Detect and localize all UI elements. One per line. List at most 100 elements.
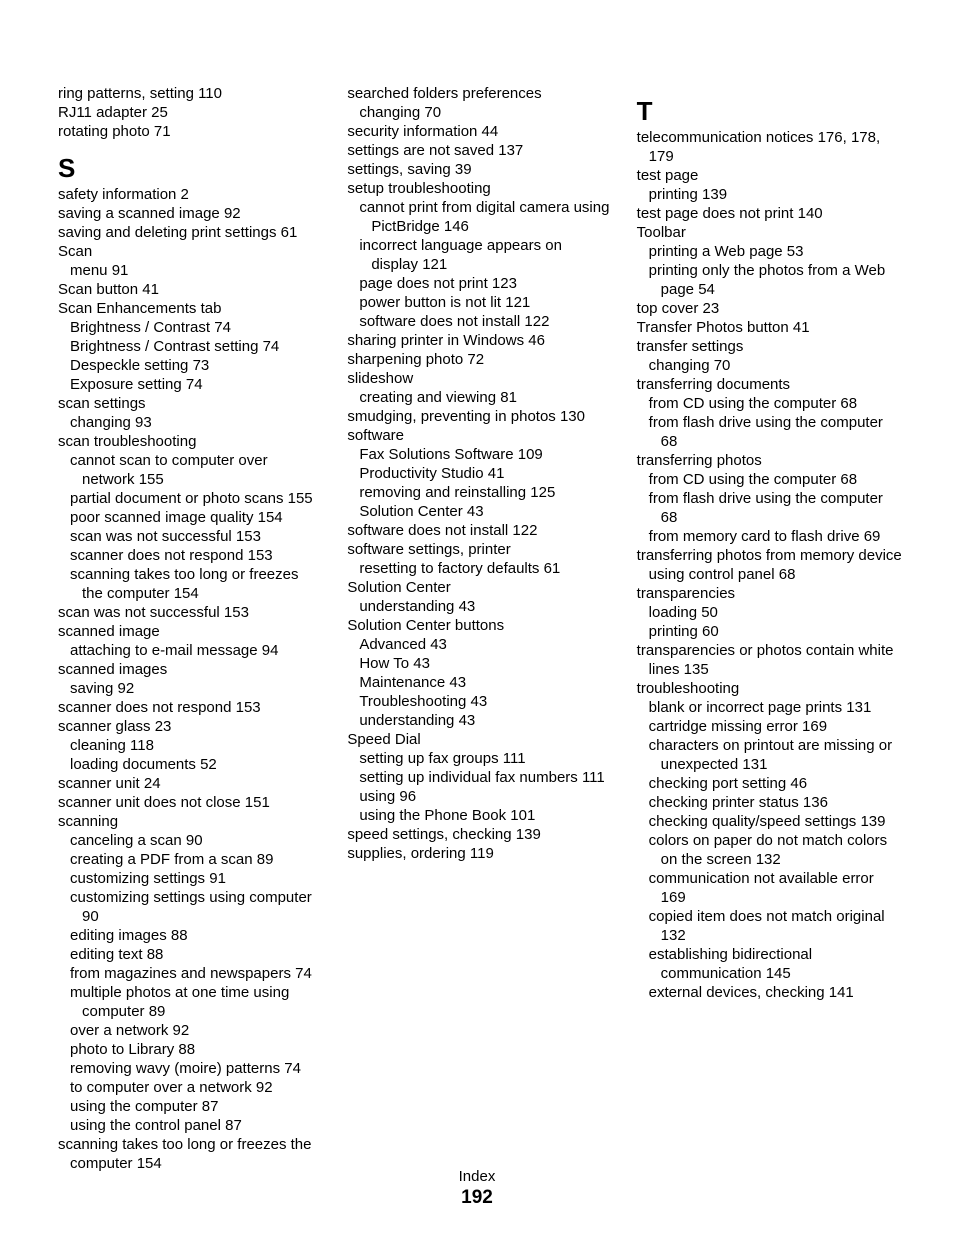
index-entry: checking printer status 136 <box>637 793 902 812</box>
index-entry: using the Phone Book 101 <box>347 806 612 825</box>
index-entry: page does not print 123 <box>347 274 612 293</box>
index-entry: multiple photos at one time using comput… <box>58 983 323 1021</box>
index-entry: Fax Solutions Software 109 <box>347 445 612 464</box>
index-entry: understanding 43 <box>347 597 612 616</box>
index-entry: slideshow <box>347 369 612 388</box>
index-entry: customizing settings 91 <box>58 869 323 888</box>
index-section-letter: S <box>58 153 323 183</box>
index-entry: Scan button 41 <box>58 280 323 299</box>
index-entry: saving 92 <box>58 679 323 698</box>
index-entry: software settings, printer <box>347 540 612 559</box>
index-entry: scanner does not respond 153 <box>58 546 323 565</box>
index-entry: setting up individual fax numbers 111 <box>347 768 612 787</box>
index-entry: Solution Center <box>347 578 612 597</box>
index-entry: transparencies or photos contain white l… <box>637 641 902 679</box>
index-entry: checking quality/speed settings 139 <box>637 812 902 831</box>
index-entry: partial document or photo scans 155 <box>58 489 323 508</box>
index-entry: software <box>347 426 612 445</box>
index-entry: telecommunication notices 176, 178, 179 <box>637 128 902 166</box>
index-entry: transparencies <box>637 584 902 603</box>
index-entry: scan was not successful 153 <box>58 527 323 546</box>
index-entry: power button is not lit 121 <box>347 293 612 312</box>
index-entry: Despeckle setting 73 <box>58 356 323 375</box>
index-entry: sharing printer in Windows 46 <box>347 331 612 350</box>
index-entry: using the control panel 87 <box>58 1116 323 1135</box>
index-entry: printing only the photos from a Web page… <box>637 261 902 299</box>
index-entry: external devices, checking 141 <box>637 983 902 1002</box>
index-entry: canceling a scan 90 <box>58 831 323 850</box>
index-entry: printing a Web page 53 <box>637 242 902 261</box>
index-entry: scanner unit does not close 151 <box>58 793 323 812</box>
index-entry: establishing bidirectional communication… <box>637 945 902 983</box>
index-entry: Advanced 43 <box>347 635 612 654</box>
index-entry: Scan <box>58 242 323 261</box>
index-entry: communication not available error 169 <box>637 869 902 907</box>
index-entry: test page does not print 140 <box>637 204 902 223</box>
index-entry: poor scanned image quality 154 <box>58 508 323 527</box>
index-entry: scanning takes too long or freezes the c… <box>58 565 323 603</box>
index-entry: Maintenance 43 <box>347 673 612 692</box>
index-entry: Brightness / Contrast setting 74 <box>58 337 323 356</box>
index-entry: creating a PDF from a scan 89 <box>58 850 323 869</box>
index-entry: editing images 88 <box>58 926 323 945</box>
index-entry: Solution Center 43 <box>347 502 612 521</box>
index-entry: How To 43 <box>347 654 612 673</box>
index-entry: loading 50 <box>637 603 902 622</box>
index-entry: from CD using the computer 68 <box>637 394 902 413</box>
index-entry: from magazines and newspapers 74 <box>58 964 323 983</box>
index-entry: transferring photos <box>637 451 902 470</box>
index-entry: searched folders preferences <box>347 84 612 103</box>
index-entry: Solution Center buttons <box>347 616 612 635</box>
index-entry: speed settings, checking 139 <box>347 825 612 844</box>
index-entry: Toolbar <box>637 223 902 242</box>
index-columns: ring patterns, setting 110RJ11 adapter 2… <box>58 84 902 1178</box>
index-page: ring patterns, setting 110RJ11 adapter 2… <box>0 0 954 1235</box>
index-entry: scan was not successful 153 <box>58 603 323 622</box>
index-entry: using the computer 87 <box>58 1097 323 1116</box>
index-entry: resetting to factory defaults 61 <box>347 559 612 578</box>
index-entry: Speed Dial <box>347 730 612 749</box>
index-entry: understanding 43 <box>347 711 612 730</box>
index-entry: using 96 <box>347 787 612 806</box>
index-entry: cannot print from digital camera using P… <box>347 198 612 236</box>
index-entry: scan settings <box>58 394 323 413</box>
index-entry: from CD using the computer 68 <box>637 470 902 489</box>
index-entry: Transfer Photos button 41 <box>637 318 902 337</box>
index-entry: saving a scanned image 92 <box>58 204 323 223</box>
index-entry: removing and reinstalling 125 <box>347 483 612 502</box>
index-entry: removing wavy (moire) patterns 74 <box>58 1059 323 1078</box>
index-entry: security information 44 <box>347 122 612 141</box>
index-entry: transferring photos from memory device u… <box>637 546 902 584</box>
index-entry: printing 60 <box>637 622 902 641</box>
index-entry: characters on printout are missing or un… <box>637 736 902 774</box>
index-entry: colors on paper do not match colors on t… <box>637 831 902 869</box>
footer-page-number: 192 <box>0 1187 954 1209</box>
index-entry: menu 91 <box>58 261 323 280</box>
index-entry: cannot scan to computer over network 155 <box>58 451 323 489</box>
index-entry: setup troubleshooting <box>347 179 612 198</box>
index-entry: scanner unit 24 <box>58 774 323 793</box>
index-entry: Productivity Studio 41 <box>347 464 612 483</box>
index-entry: test page <box>637 166 902 185</box>
index-entry: loading documents 52 <box>58 755 323 774</box>
index-entry: rotating photo 71 <box>58 122 323 141</box>
index-entry: sharpening photo 72 <box>347 350 612 369</box>
index-entry: scanner glass 23 <box>58 717 323 736</box>
index-entry: changing 70 <box>637 356 902 375</box>
index-entry: settings are not saved 137 <box>347 141 612 160</box>
index-entry: scanned image <box>58 622 323 641</box>
index-entry: attaching to e-mail message 94 <box>58 641 323 660</box>
index-entry: printing 139 <box>637 185 902 204</box>
index-entry: creating and viewing 81 <box>347 388 612 407</box>
index-entry: checking port setting 46 <box>637 774 902 793</box>
index-entry: troubleshooting <box>637 679 902 698</box>
index-entry: software does not install 122 <box>347 521 612 540</box>
index-entry: supplies, ordering 119 <box>347 844 612 863</box>
index-section-letter: T <box>637 96 902 126</box>
index-entry: settings, saving 39 <box>347 160 612 179</box>
index-entry: top cover 23 <box>637 299 902 318</box>
index-entry: cartridge missing error 169 <box>637 717 902 736</box>
index-entry: scan troubleshooting <box>58 432 323 451</box>
index-entry: Troubleshooting 43 <box>347 692 612 711</box>
index-entry: from flash drive using the computer 68 <box>637 489 902 527</box>
